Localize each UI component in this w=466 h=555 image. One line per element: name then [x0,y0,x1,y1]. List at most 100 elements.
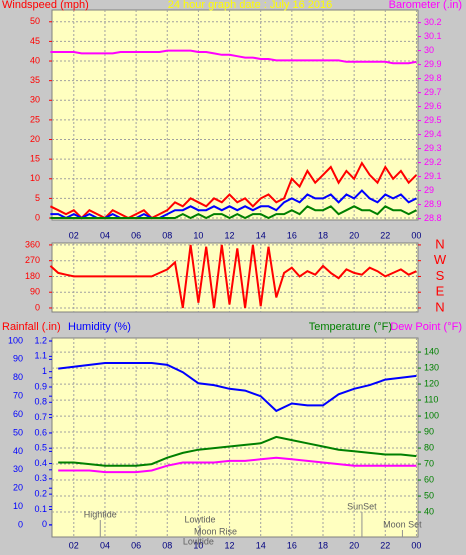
x-tick-label: 20 [349,540,359,550]
x-tick-label: 18 [318,540,328,550]
plot-area [51,337,419,538]
x-tick-label: 16 [287,540,297,550]
y-tick-label: 45 [30,36,40,46]
y-tick-label: 1.2 [34,335,47,345]
x-tick-label: 10 [193,230,203,240]
y-tick-label: 70 [424,458,434,468]
y-tick-label: 0.1 [34,504,47,514]
chart-title: 24 hour graph date : July 16 2016 [168,0,333,11]
series-line [50,49,417,65]
series-line [50,205,417,220]
y-tick-label: 0.2 [34,489,47,499]
series-line [49,244,417,309]
y-tick-label: 29.9 [424,59,442,69]
y-tick-label: 35 [30,75,40,85]
y-tick-label: 0 [35,302,40,312]
y-tick-label: 29.8 [424,73,442,83]
y-tick-label: 50 [30,16,40,26]
x-tick-label: 08 [162,540,172,550]
annotation: Moon Set [383,519,422,529]
y-tick-label: N [435,236,444,251]
x-tick-label: 04 [100,230,110,240]
y-tick-label: 10 [13,501,23,511]
y-tick-label: 0.6 [34,427,47,437]
y-tick-label: 29 [424,185,434,195]
y-axis-label: Windspeed (mph) [2,0,89,11]
x-tick-label: 02 [69,540,79,550]
y-tick-label: 15 [30,154,40,164]
annotation: SunSet [347,501,377,511]
series-line [58,362,417,413]
x-tick-label: 14 [256,540,266,550]
y-tick-label: 30.1 [424,31,442,41]
y3-axis-label: Rainfall (.in) [2,321,61,333]
y-tick-label: E [436,284,445,299]
y-tick-label: W [434,252,447,267]
x-tick-label: 16 [287,230,297,240]
x-tick-label: 00 [411,540,421,550]
y-tick-label: 30 [30,95,40,105]
series-line [49,161,418,220]
y-tick-label: S [436,268,445,283]
y-tick-label: 28.9 [424,199,442,209]
y2-axis-label: Dew Point (°F) [390,321,462,333]
y-tick-label: 50 [424,490,434,500]
annotation: Lowtide [183,536,214,546]
y-axis-label: Humidity (%) [68,321,131,333]
y-tick-label: 25 [30,114,40,124]
y-tick-label: 180 [25,271,40,281]
y-tick-label: 0 [18,519,23,529]
plot-area [51,242,419,313]
y-tick-label: 1.1 [34,351,47,361]
x-tick-label: 00 [411,230,421,240]
y-tick-label: 70 [13,391,23,401]
annotation: Hightide [84,509,117,519]
y-tick-label: 0.3 [34,473,47,483]
y-tick-label: 29.6 [424,101,442,111]
y-tick-label: 20 [13,483,23,493]
y-tick-label: 0.9 [34,381,47,391]
y-tick-label: 60 [13,409,23,419]
y-tick-label: 90 [13,354,23,364]
x-tick-label: 02 [69,230,79,240]
y-tick-label: 90 [30,287,40,297]
series-line [50,189,417,220]
y-tick-label: 30.2 [424,17,442,27]
y-tick-label: 40 [13,446,23,456]
y-tick-label: 29.1 [424,171,442,181]
y-tick-label: 110 [424,394,438,404]
x-tick-label: 22 [380,540,390,550]
y-tick-label: 60 [424,474,434,484]
x-tick-label: 18 [318,230,328,240]
y-tick-label: 1 [42,366,47,376]
y-tick-label: 29.2 [424,157,442,167]
y-tick-label: 0.4 [34,458,47,468]
y-tick-label: 100 [424,410,439,420]
x-tick-label: 06 [131,230,141,240]
y-tick-label: 20 [30,134,40,144]
annotation: Moon Rise [194,526,237,536]
y-tick-label: 28.8 [424,213,442,223]
y-tick-label: N [435,299,444,314]
y-tick-label: 0.5 [34,443,47,453]
x-tick-label: 06 [131,540,141,550]
x-tick-label: 08 [162,230,172,240]
y-tick-label: 40 [30,55,40,65]
y-tick-label: 270 [25,255,40,265]
y-tick-label: 0.8 [34,397,47,407]
y-tick-label: 80 [13,372,23,382]
x-tick-label: 14 [256,230,266,240]
x-tick-label: 12 [225,540,235,550]
x-tick-label: 20 [349,230,359,240]
y-tick-label: 29.5 [424,115,442,125]
y-tick-label: 90 [424,426,434,436]
y-tick-label: 29.3 [424,143,442,153]
y-tick-label: 80 [424,442,434,452]
y-tick-label: 30 [424,45,434,55]
y-tick-label: 100 [8,335,23,345]
y-tick-label: 360 [25,239,40,249]
y-tick-label: 29.4 [424,129,442,139]
y2-axis-label: Barometer (.in) [389,0,462,11]
y-tick-label: 130 [424,362,439,372]
